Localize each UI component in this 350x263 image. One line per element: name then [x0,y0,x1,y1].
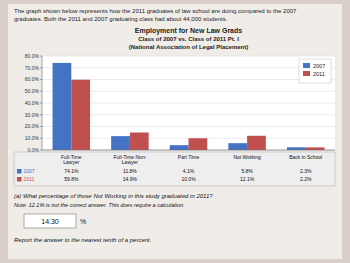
table-value: 10.0% [181,176,196,182]
legend-label: 2011 [313,71,325,77]
answer-box [24,214,76,228]
source: (National Association of Legal Placement… [129,44,248,50]
table-header: Full-TimeLawyer [61,154,82,166]
table-value: 4.1% [183,168,195,174]
table-row-label: 2011 [24,176,35,182]
table-value: 12.1% [240,176,255,182]
x-axis [42,150,335,151]
legend-swatch [303,71,310,76]
table-header: Back in School [289,154,322,160]
legend: 2007 2011 [299,59,331,83]
table-header: Not Working [233,154,261,160]
document [8,4,342,259]
bar [71,80,90,150]
table-row-label: 2007 [24,168,35,174]
table-header: Full-Time Non-Lawyer [113,154,146,166]
subtitle: Class of 2007 vs. Class of 2011 Pt. I [138,36,239,42]
y-tick-label: 80.0% [25,53,40,59]
y-tick-label: 50.0% [25,88,40,94]
y-tick-label: 10.0% [25,135,40,141]
bar [170,145,189,150]
table-value: 74.1% [64,168,79,174]
legend-box [299,59,331,83]
y-tick-label: 70.0% [25,65,40,71]
legend-swatch [303,63,310,68]
y-tick-label: 40.0% [25,100,40,106]
note: Note: 12.1% is not the correct answer. T… [14,202,185,208]
table-value: 2.3% [300,168,312,174]
bar [53,63,72,150]
bar [287,147,306,150]
page-bg [0,0,350,263]
grid-line [42,67,335,68]
table [14,152,335,186]
table-header: Part Time [178,154,200,160]
bar [247,136,266,150]
bar [111,136,130,150]
table-value: 11.8% [123,168,137,174]
table-swatch [17,177,22,182]
table-value: 14.9% [123,176,138,182]
y-axis [42,56,43,150]
top-text: The graph shown below represents how the… [14,8,297,22]
title: Employment for New Law Grads [135,27,242,35]
page: The graph shown below represents how the… [0,0,350,263]
y-tick-label: 30.0% [25,112,40,118]
legend-label: 2007 [313,63,325,69]
table-value: 5.8% [241,168,253,174]
bar [130,132,149,150]
answer-suffix: % [80,218,86,225]
plot-bg [42,56,335,150]
table-value: 2.2% [300,176,312,182]
bar [228,143,247,150]
bar [306,147,325,150]
bars [53,63,325,150]
y-tick-label: 60.0% [25,76,40,82]
question: (a) What percentage of those Not Working… [14,193,213,199]
grid-line [42,56,335,57]
bar [189,138,208,150]
table-swatch [17,169,22,174]
footer: Report the answer to the nearest tenth o… [14,237,151,243]
y-tick-label: 20.0% [25,123,40,129]
answer: 14.30 [41,218,59,225]
table-value: 59.8% [64,176,79,182]
